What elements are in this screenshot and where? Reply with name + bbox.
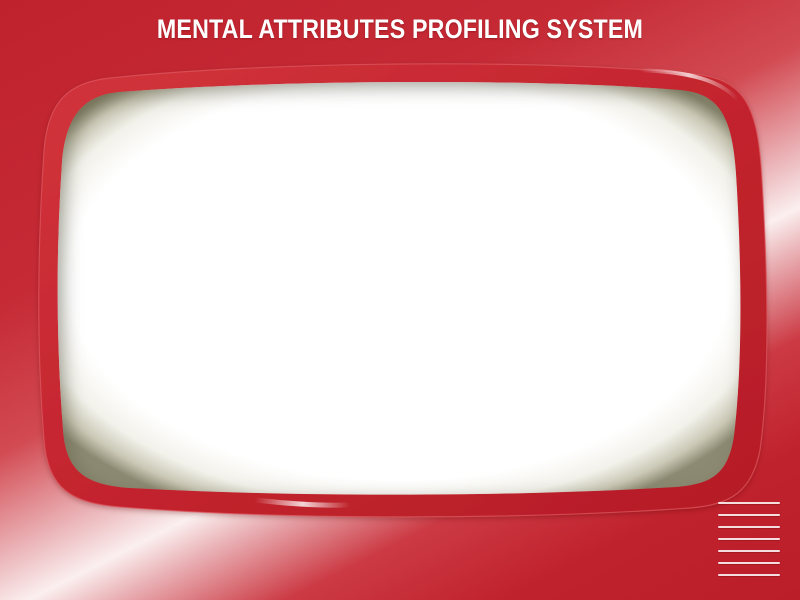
bezel-shine-top: [638, 68, 740, 102]
page-title: MENTAL ATTRIBUTES PROFILING SYSTEM: [156, 14, 644, 44]
bezel-shine-bottom: [252, 497, 353, 508]
tv-screen[interactable]: [57, 81, 741, 495]
grille-line: [718, 514, 780, 516]
grille-line: [718, 562, 780, 564]
grille-line: [718, 538, 780, 540]
grille-line: [718, 574, 780, 576]
grille-line: [718, 550, 780, 552]
grille-line: [718, 526, 780, 528]
speaker-grille-icon: [718, 502, 780, 582]
grille-line: [718, 502, 780, 504]
